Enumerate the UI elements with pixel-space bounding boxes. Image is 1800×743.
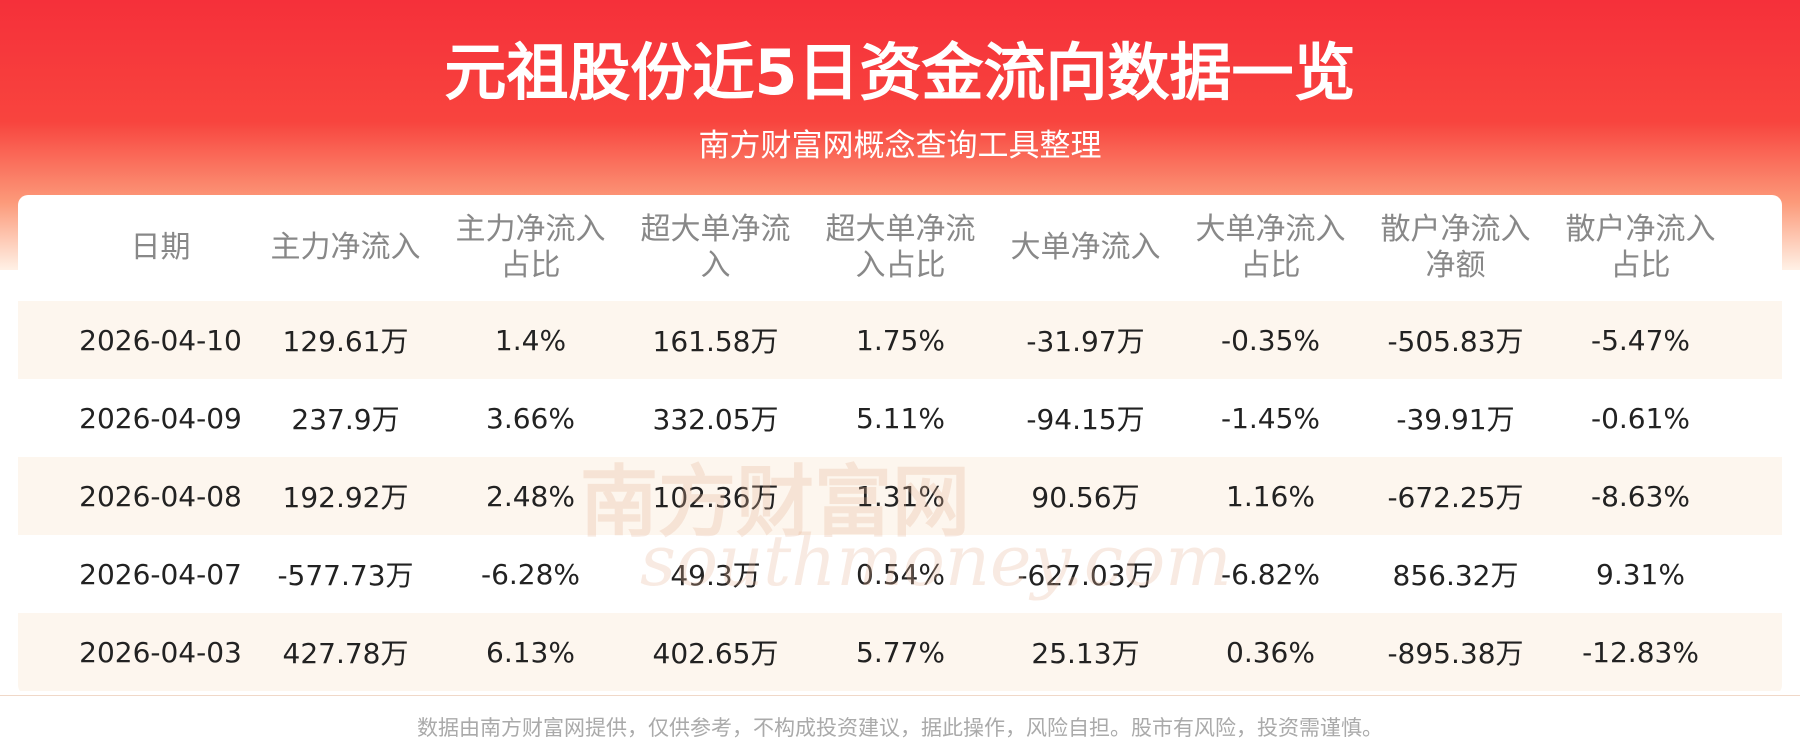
table-cell: 102.36万 [652, 481, 779, 514]
table-cell: 129.61万 [282, 325, 409, 358]
table-cell: -672.25万 [1387, 481, 1524, 514]
table-cell: 161.58万 [652, 325, 779, 358]
table-cell: -39.91万 [1396, 403, 1515, 436]
subtitle: 南方财富网概念查询工具整理 [698, 128, 1102, 164]
column-header: 主力净流入占比 [438, 195, 623, 301]
table-cell: 2026-04-09 [79, 401, 242, 435]
table-cell: 1.31% [856, 479, 945, 513]
table-cell: -0.35% [1220, 323, 1321, 357]
table-cell: 332.05万 [652, 403, 779, 436]
table-cell: -505.83万 [1387, 325, 1524, 358]
table-cell: 1.16% [1226, 479, 1315, 513]
table-cell: -8.63% [1590, 479, 1691, 513]
table-cell: 90.56万 [1031, 481, 1140, 514]
row-stripe [18, 301, 1782, 379]
table-row: 2026-04-09 237.9万 3.66% 332.05万 5.11% -94.15万… [68, 379, 1733, 457]
table-cell: 5.11% [856, 401, 945, 435]
header-row: 日期 主力净流入 主力净流入占比 超大单净流入 超大单净流入占比 大单净流入 大单净流入占比… [68, 195, 1733, 301]
table-cell: 2026-04-10 [79, 323, 242, 357]
column-header: 主力净流入 [253, 195, 438, 301]
table-cell: 2026-04-07 [79, 557, 242, 591]
table-cell: 237.9万 [291, 403, 400, 436]
column-header: 超大单净流入 [623, 195, 808, 301]
watermark-url: southmoney.com [640, 520, 1232, 602]
watermark: 南方财富网 [580, 457, 971, 548]
table-cell: -5.47% [1590, 323, 1691, 357]
table-cell: 2026-04-03 [79, 635, 242, 669]
table-cell: 6.13% [486, 635, 575, 669]
table-cell: 856.32万 [1392, 559, 1519, 592]
column-header-text: 大单净流入占比 [1195, 212, 1346, 283]
column-header-text: 散户净流入占比 [1565, 212, 1716, 283]
table-cell: 9.31% [1596, 557, 1685, 591]
table-cell: 3.66% [486, 401, 575, 435]
table-cell: 0.54% [856, 557, 945, 591]
table-cell: 0.36% [1226, 635, 1315, 669]
column-header-text: 超大单净流入占比 [825, 212, 976, 283]
row-stripe [18, 613, 1782, 691]
table-cell: -627.03万 [1017, 559, 1154, 592]
column-header: 散户净流入净额 [1363, 195, 1548, 301]
column-header: 散户净流入占比 [1548, 195, 1733, 301]
table-cell: -31.97万 [1026, 325, 1145, 358]
table-row: 2026-04-08 192.92万 2.48% 102.36万 1.31% 90.56万… [68, 457, 1733, 535]
data-table: 日期 主力净流入 主力净流入占比 超大单净流入 超大单净流入占比 大单净流入 大单净流入占比… [68, 195, 1733, 691]
row-stripe [18, 457, 1782, 535]
column-header-text: 日期 [130, 230, 191, 265]
table-cell: 402.65万 [652, 637, 779, 670]
table-cell: -0.61% [1590, 401, 1691, 435]
column-header: 大单净流入 [993, 195, 1178, 301]
table-cell: 427.78万 [282, 637, 409, 670]
table-row: 2026-04-10 129.61万 1.4% 161.58万 1.75% -31.97万… [68, 301, 1733, 379]
table-cell: -94.15万 [1026, 403, 1145, 436]
table-body: 2026-04-10 129.61万 1.4% 161.58万 1.75% -31.97万… [68, 301, 1733, 691]
column-header-text: 大单净流入 [1010, 230, 1161, 265]
column-header: 大单净流入占比 [1178, 195, 1363, 301]
column-header-text: 散户净流入净额 [1380, 212, 1531, 283]
table-cell: 5.77% [856, 635, 945, 669]
column-header: 日期 [68, 195, 253, 301]
table-cell: -6.82% [1220, 557, 1321, 591]
table-cell: -895.38万 [1387, 637, 1524, 670]
column-header-text: 主力净流入 [270, 230, 421, 265]
table-cell: -1.45% [1220, 401, 1321, 435]
table-cell: 25.13万 [1031, 637, 1140, 670]
table-row: 2026-04-07 -577.73万 -6.28% 49.3万 0.54% -627.0… [68, 535, 1733, 613]
table-cell: -577.73万 [277, 559, 414, 592]
table-cell: 2.48% [486, 479, 575, 513]
column-header: 超大单净流入占比 [808, 195, 993, 301]
table-cell: 1.75% [856, 323, 945, 357]
title: 元祖股份近5日资金流向数据一览 [444, 36, 1356, 109]
table-cell: 49.3万 [670, 559, 761, 592]
footer: 数据由南方财富网提供，仅供参考，不构成投资建议，据此操作，风险自担。股市有风险，… [417, 716, 1383, 740]
table-cell: 1.4% [494, 323, 567, 357]
column-header-text: 超大单净流入 [640, 212, 791, 283]
table-card: 日期 主力净流入 主力净流入占比 超大单净流入 超大单净流入占比 大单净流入 大单净流入占比… [18, 195, 1782, 695]
separator [0, 695, 1800, 696]
table-cell: 2026-04-08 [79, 479, 242, 513]
table-cell: -6.28% [480, 557, 581, 591]
table-cell: 192.92万 [282, 481, 409, 514]
column-header-text: 主力净流入占比 [455, 212, 606, 283]
table-cell: -12.83% [1582, 635, 1699, 669]
table-row: 2026-04-03 427.78万 6.13% 402.65万 5.77% 25.13万… [68, 613, 1733, 691]
